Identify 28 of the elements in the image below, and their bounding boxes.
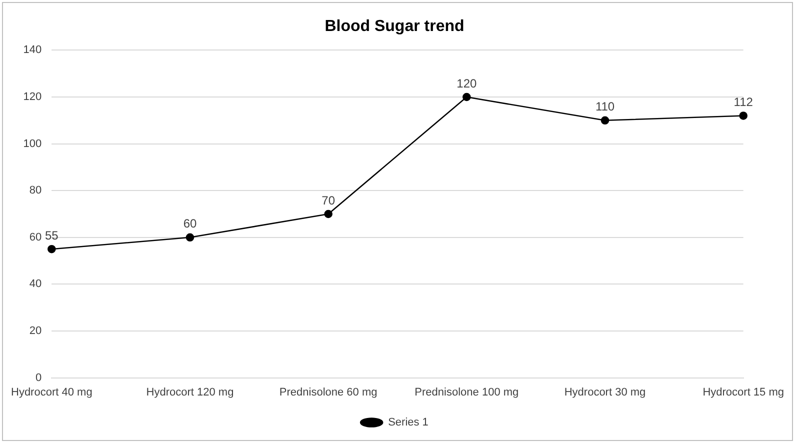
point (462, 92, 471, 102)
y-tick-label: 100 (23, 138, 42, 150)
x-tick-label: Hydrocort 15 mg (702, 386, 784, 398)
x-tick-label: Hydrocort 40 mg (11, 386, 92, 398)
point (739, 112, 748, 120)
x-tick-label: Prednisolone 60 mg (279, 386, 378, 398)
y-tick-label: 120 (23, 91, 42, 104)
x-tick-label: Hydrocort 30 mg (564, 386, 646, 398)
y-tick-label: 60 (29, 231, 42, 244)
point (600, 116, 610, 125)
y-tick-label: 0 (36, 372, 42, 384)
y-tick-label: 20 (29, 325, 42, 338)
legend-label: Series 1 (388, 416, 428, 429)
y-tick-label: 80 (29, 184, 42, 197)
data-label: 70 (322, 193, 336, 208)
data-label: 55 (44, 228, 59, 242)
y-tick-label: 40 (29, 278, 42, 290)
point (186, 233, 194, 242)
y-tick-label: 140 (23, 44, 42, 56)
data-label: 120 (456, 76, 477, 90)
data-label: 110 (595, 100, 615, 114)
x-tick-label: Hydrocort 120 mg (146, 386, 234, 398)
point (48, 244, 56, 254)
data-label: 60 (183, 216, 197, 231)
point (324, 210, 332, 218)
x-tick-label: Prednisolone 100 mg (414, 386, 519, 398)
chart-title: Blood Sugar trend (324, 18, 464, 36)
data-label: 112 (734, 95, 754, 110)
